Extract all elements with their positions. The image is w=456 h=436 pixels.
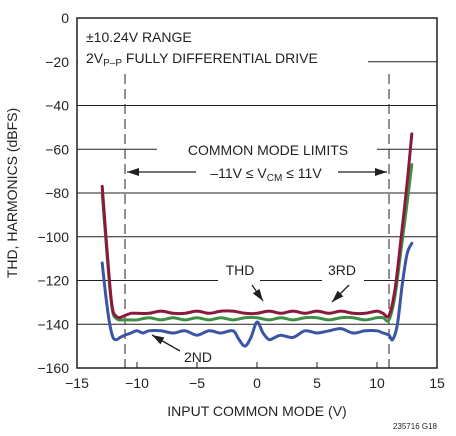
x-tick-label: 0 <box>253 375 261 391</box>
y-tick-label: 0 <box>61 10 69 26</box>
y-tick-label: −80 <box>45 185 69 201</box>
annotation-arrowhead <box>127 168 139 176</box>
drive-sub: P–P <box>103 58 122 69</box>
y-tick-label: −40 <box>45 98 69 114</box>
annotation-backdrop <box>78 25 368 68</box>
annotation-backdrop <box>218 254 260 282</box>
range-annotation: ±10.24V RANGE <box>86 29 192 45</box>
series-line-thd <box>100 132 414 320</box>
y-tick-label: −100 <box>37 229 69 245</box>
annotation-arrowhead <box>152 335 165 345</box>
data-series <box>100 132 414 348</box>
y-tick-labels: 0 −20 −40 −60 −80 −100 −120 −140 −160 <box>37 10 69 376</box>
common-mode-range-annotation: –11V ≤ VCM ≤ 11V <box>210 165 322 184</box>
drive-post: FULLY DIFFERENTIAL DRIVE <box>122 50 318 66</box>
y-tick-label: −160 <box>37 360 69 376</box>
annotation-arrowhead <box>375 168 387 176</box>
plot-frame <box>76 17 438 369</box>
second-harmonic-series-label: 2ND <box>184 349 212 365</box>
y-tick-label: −60 <box>45 141 69 157</box>
x-tick-label: −5 <box>189 375 205 391</box>
thd-series-label: THD <box>226 262 255 278</box>
x-axis-label: INPUT COMMON MODE (V) <box>167 403 346 419</box>
third-harmonic-series-label: 3RD <box>328 262 356 278</box>
cm-pre: –11V ≤ V <box>210 165 267 181</box>
x-tick-label: 10 <box>369 375 385 391</box>
x-tick-labels: −15 −10 −5 0 5 10 15 <box>65 375 445 391</box>
y-tick-label: −20 <box>45 54 69 70</box>
grid-lines <box>77 17 437 369</box>
series-line-2nd <box>100 241 414 348</box>
annotation-arrowhead <box>252 288 263 301</box>
drive-pre: 2V <box>86 50 104 66</box>
annotation-backdrop <box>322 254 364 282</box>
annotation-backdrop <box>157 124 377 186</box>
figure-id: 235716 G18 <box>393 422 438 431</box>
y-tick-label: −120 <box>37 273 69 289</box>
annotation-arrowhead <box>332 290 344 302</box>
series-line-3rd <box>100 163 414 323</box>
x-tick-label: 5 <box>313 375 321 391</box>
cm-post: ≤ 11V <box>282 165 322 181</box>
common-mode-limits-annotation: COMMON MODE LIMITS <box>188 142 348 158</box>
x-tick-label: 15 <box>429 375 445 391</box>
x-tick-label: −15 <box>65 375 89 391</box>
annotation-arrows <box>78 25 387 352</box>
drive-annotation: 2VP–P FULLY DIFFERENTIAL DRIVE <box>86 50 318 69</box>
x-tick-label: −10 <box>125 375 149 391</box>
cm-sub: CM <box>267 173 283 184</box>
y-axis-label: THD, HARMONICS (dBFS) <box>4 108 20 278</box>
y-tick-label: −140 <box>37 316 69 332</box>
